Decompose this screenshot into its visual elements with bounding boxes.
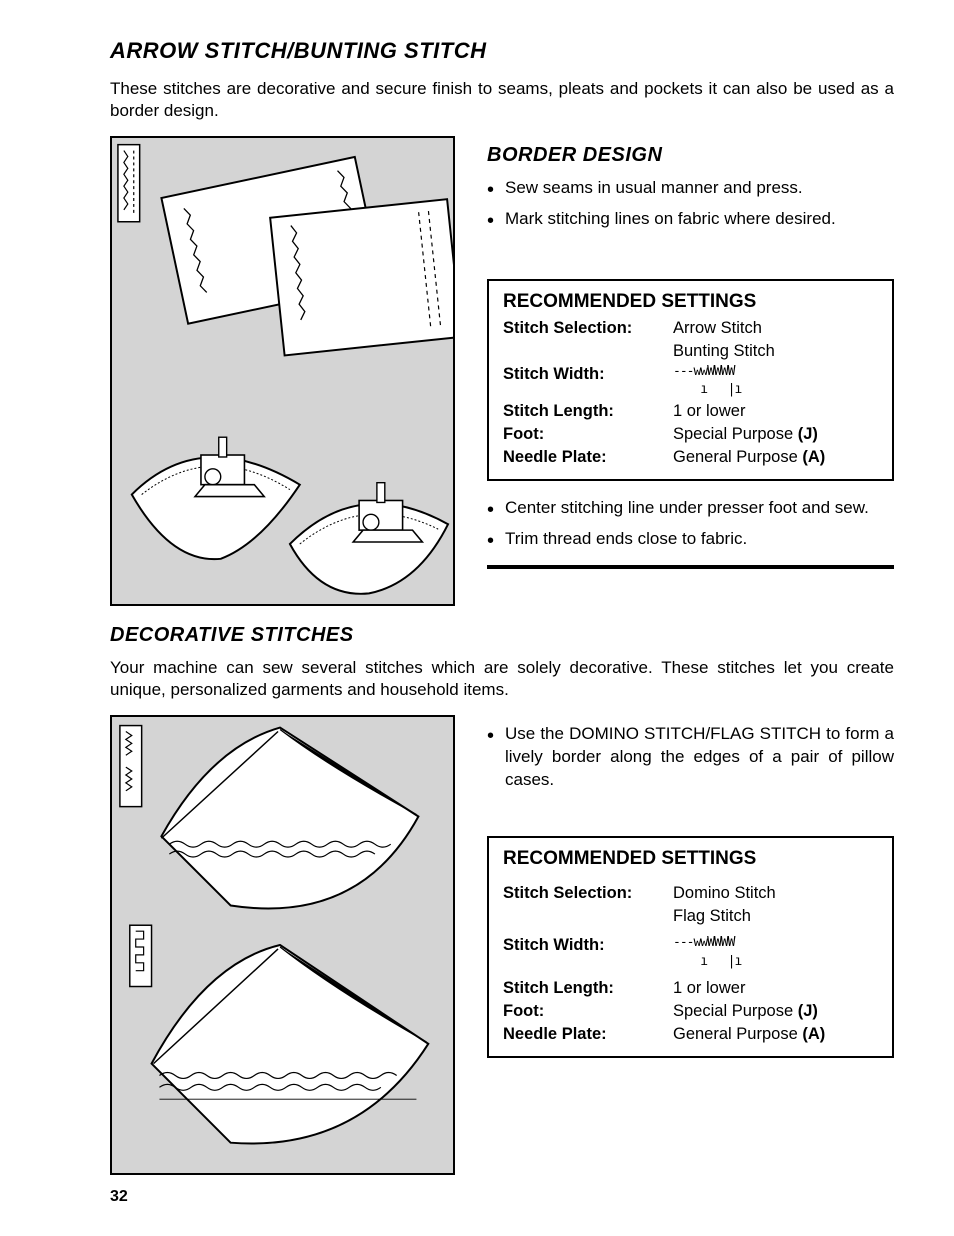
- settings-value: Domino StitchFlag Stitch: [673, 882, 880, 928]
- settings-row: Foot: Special Purpose (J): [503, 1000, 880, 1023]
- bullet-item: Use the DOMINO STITCH/FLAG STITCH to for…: [487, 723, 894, 792]
- settings-value-width-icon: ---wwWWWW ı |ı: [673, 363, 880, 399]
- settings-label: Stitch Selection:: [503, 317, 673, 363]
- settings-row: Stitch Length: 1 or lower: [503, 400, 880, 423]
- settings-heading: RECOMMENDED SETTINGS: [503, 848, 880, 870]
- section2-bullets: Use the DOMINO STITCH/FLAG STITCH to for…: [487, 723, 894, 792]
- settings-value: General Purpose (A): [673, 1023, 880, 1046]
- settings-value: Special Purpose (J): [673, 423, 880, 446]
- section1-bullets-bottom: Center stitching line under presser foot…: [487, 497, 894, 551]
- bullet-item: Sew seams in usual manner and press.: [487, 177, 894, 200]
- settings-value: 1 or lower: [673, 977, 880, 1000]
- decorative-stitch-diagram: [112, 717, 453, 1173]
- settings-row: Stitch Selection: Domino StitchFlag Stit…: [503, 882, 880, 928]
- section1-row: BORDER DESIGN Sew seams in usual manner …: [110, 136, 894, 606]
- settings-label: Stitch Width:: [503, 934, 673, 970]
- settings-row: Stitch Width: ---wwWWWW ı |ı: [503, 934, 880, 970]
- section1-figure: [110, 136, 455, 606]
- section1-bullets-top: Sew seams in usual manner and press. Mar…: [487, 177, 894, 231]
- settings-label: Needle Plate:: [503, 1023, 673, 1046]
- settings-label: Foot:: [503, 423, 673, 446]
- arrow-stitch-diagram: [112, 138, 453, 604]
- settings-label: Foot:: [503, 1000, 673, 1023]
- section2-settings-box: RECOMMENDED SETTINGS Stitch Selection: D…: [487, 836, 894, 1058]
- bullet-item: Center stitching line under presser foot…: [487, 497, 894, 520]
- section1-settings-box: RECOMMENDED SETTINGS Stitch Selection: A…: [487, 279, 894, 481]
- section1-right-column: BORDER DESIGN Sew seams in usual manner …: [487, 136, 894, 573]
- bullet-item: Trim thread ends close to fabric.: [487, 528, 894, 551]
- section1-intro: These stitches are decorative and secure…: [110, 78, 894, 122]
- settings-value: Arrow StitchBunting Stitch: [673, 317, 880, 363]
- settings-row: Needle Plate: General Purpose (A): [503, 446, 880, 469]
- settings-label: Needle Plate:: [503, 446, 673, 469]
- settings-label: Stitch Width:: [503, 363, 673, 399]
- settings-label: Stitch Selection:: [503, 882, 673, 928]
- settings-row: Needle Plate: General Purpose (A): [503, 1023, 880, 1046]
- settings-value: General Purpose (A): [673, 446, 880, 469]
- section2-intro: Your machine can sew several stitches wh…: [110, 657, 894, 701]
- settings-row: Stitch Length: 1 or lower: [503, 977, 880, 1000]
- section2-row: Use the DOMINO STITCH/FLAG STITCH to for…: [110, 715, 894, 1175]
- settings-row: Foot: Special Purpose (J): [503, 423, 880, 446]
- section2-right-column: Use the DOMINO STITCH/FLAG STITCH to for…: [487, 715, 894, 1074]
- divider-rule: [487, 565, 894, 569]
- settings-value: 1 or lower: [673, 400, 880, 423]
- settings-row: Stitch Width: ---wwWWWW ı |ı: [503, 363, 880, 399]
- section2-title: DECORATIVE STITCHES: [110, 624, 894, 647]
- settings-value-width-icon: ---wwWWWW ı |ı: [673, 934, 880, 970]
- settings-label: Stitch Length:: [503, 400, 673, 423]
- settings-row: Stitch Selection: Arrow StitchBunting St…: [503, 317, 880, 363]
- border-design-heading: BORDER DESIGN: [487, 144, 894, 167]
- bullet-item: Mark stitching lines on fabric where des…: [487, 208, 894, 231]
- section1-title: ARROW STITCH/BUNTING STITCH: [110, 38, 894, 64]
- section2-figure: [110, 715, 455, 1175]
- settings-heading: RECOMMENDED SETTINGS: [503, 291, 880, 313]
- settings-label: Stitch Length:: [503, 977, 673, 1000]
- settings-value: Special Purpose (J): [673, 1000, 880, 1023]
- page-number: 32: [110, 1188, 128, 1206]
